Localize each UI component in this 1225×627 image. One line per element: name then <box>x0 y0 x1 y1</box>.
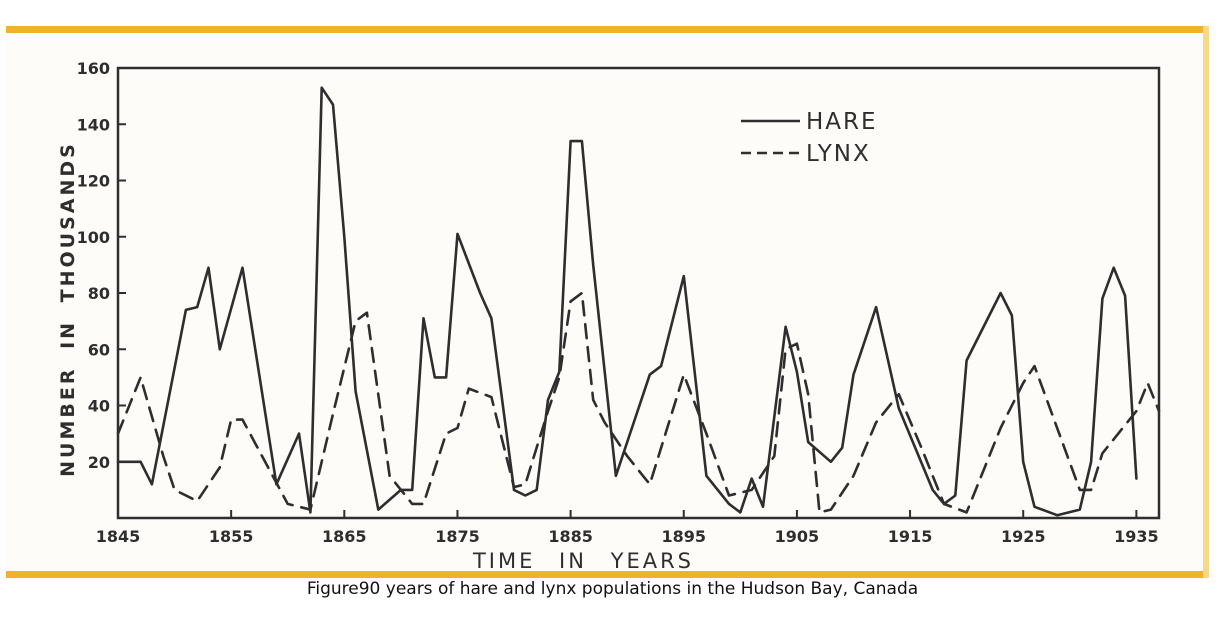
legend-label-lynx: LYNX <box>806 141 871 167</box>
x-tick-label-3: 1875 <box>435 527 480 546</box>
y-tick-label-0: 20 <box>88 453 110 472</box>
x-tick-label-1: 1855 <box>209 527 254 546</box>
x-tick-label-0: 1845 <box>96 527 141 546</box>
legend-label-hare: HARE <box>806 109 878 135</box>
x-axis-label: TIME IN YEARS <box>472 549 694 573</box>
x-tick-label-9: 1935 <box>1114 527 1159 546</box>
x-tick-label-2: 1865 <box>322 527 367 546</box>
series-line-hare <box>116 86 1138 517</box>
y-tick-label-7: 160 <box>77 59 110 78</box>
series-lines <box>116 86 1161 517</box>
y-tick-label-1: 40 <box>88 397 110 416</box>
x-tick-label-8: 1925 <box>1001 527 1046 546</box>
x-tick-label-4: 1885 <box>548 527 593 546</box>
x-tick-label-7: 1915 <box>888 527 933 546</box>
y-tick-label-2: 60 <box>88 340 110 359</box>
figure-frame-edge <box>1203 26 1209 578</box>
figure-caption: Figure90 years of hare and lynx populati… <box>306 579 919 599</box>
x-axis-ticks: 1845 1855 1865 1875 1885 1895 1905 1915 1925 1935 <box>96 510 1159 546</box>
y-axis-ticks: 20 40 60 80 100 120 140 160 <box>77 59 126 472</box>
x-tick-label-5: 1895 <box>661 527 706 546</box>
legend: HARE LYNX <box>741 109 878 167</box>
y-axis-label: NUMBER IN THOUSANDS <box>57 141 79 477</box>
x-tick-label-6: 1905 <box>775 527 820 546</box>
y-tick-label-4: 100 <box>77 228 110 247</box>
y-tick-label-6: 140 <box>77 115 110 134</box>
series-line-lynx <box>116 291 1161 514</box>
plot-frame <box>116 66 1161 520</box>
y-tick-label-3: 80 <box>88 284 110 303</box>
y-tick-label-5: 120 <box>77 172 110 191</box>
